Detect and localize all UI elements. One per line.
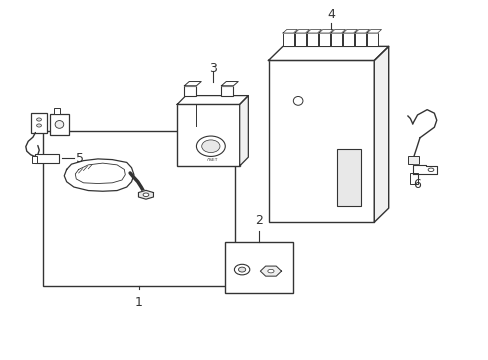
Polygon shape: [366, 30, 381, 33]
Bar: [294, 33, 305, 46]
Ellipse shape: [427, 168, 433, 172]
Bar: [35, 154, 60, 163]
Text: 4: 4: [326, 8, 334, 21]
Text: 1: 1: [135, 296, 142, 309]
Text: 6: 6: [413, 178, 421, 191]
Bar: [318, 33, 329, 46]
Ellipse shape: [267, 269, 273, 273]
Bar: [330, 33, 341, 46]
Ellipse shape: [293, 96, 303, 105]
Ellipse shape: [143, 193, 148, 197]
Ellipse shape: [196, 136, 225, 157]
Polygon shape: [239, 96, 248, 166]
Text: 3: 3: [209, 62, 217, 75]
Ellipse shape: [238, 267, 245, 272]
Bar: [337, 149, 360, 206]
Polygon shape: [221, 81, 238, 86]
Polygon shape: [177, 96, 248, 104]
Ellipse shape: [202, 140, 220, 153]
Polygon shape: [354, 30, 369, 33]
Bar: [343, 33, 353, 46]
Bar: [50, 114, 69, 135]
Text: ∩SET: ∩SET: [206, 158, 218, 162]
Bar: [31, 113, 47, 132]
Polygon shape: [294, 30, 309, 33]
Bar: [409, 173, 417, 184]
Polygon shape: [64, 159, 134, 191]
Polygon shape: [268, 46, 388, 60]
Bar: [221, 86, 233, 96]
Polygon shape: [260, 266, 281, 276]
Bar: [184, 86, 196, 96]
Ellipse shape: [234, 264, 249, 275]
Polygon shape: [138, 190, 153, 199]
Bar: [32, 156, 37, 163]
Bar: [42, 131, 234, 285]
Polygon shape: [283, 30, 297, 33]
Polygon shape: [412, 165, 436, 174]
Polygon shape: [330, 30, 345, 33]
Bar: [283, 33, 293, 46]
Ellipse shape: [55, 121, 63, 128]
Polygon shape: [343, 30, 357, 33]
Bar: [268, 60, 373, 222]
Polygon shape: [318, 30, 333, 33]
Text: 5: 5: [76, 152, 84, 165]
Polygon shape: [184, 81, 201, 86]
Ellipse shape: [37, 118, 41, 121]
Bar: [177, 104, 239, 166]
Polygon shape: [373, 46, 388, 222]
Bar: [306, 33, 317, 46]
Ellipse shape: [37, 124, 41, 127]
Bar: [407, 157, 418, 164]
Bar: [354, 33, 365, 46]
Text: 2: 2: [254, 215, 263, 228]
Bar: [366, 33, 377, 46]
Bar: [54, 108, 61, 114]
Bar: [225, 242, 292, 293]
Polygon shape: [306, 30, 321, 33]
